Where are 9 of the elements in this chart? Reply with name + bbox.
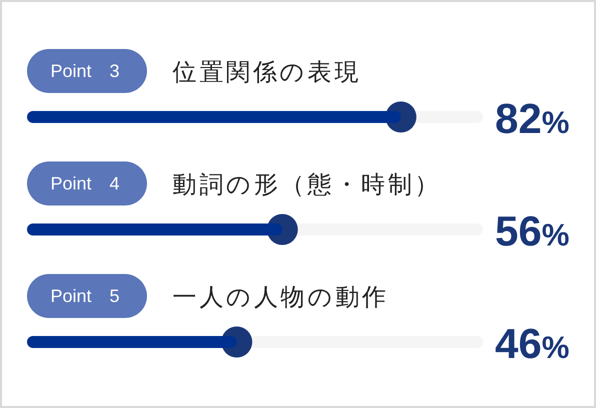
annotation: Point 5 [50, 286, 120, 306]
annotation: Point 4 [50, 174, 120, 194]
y-tick-label: 一人の人物の動作 [172, 283, 389, 311]
y-tick-label: 位置関係の表現 [172, 58, 362, 86]
y-tick-label: 動詞の形（態・時制） [172, 170, 442, 198]
annotation: Point 3 [50, 61, 120, 81]
data-label: 82% [495, 95, 570, 142]
data-label: 46% [495, 320, 570, 367]
data-label: 56% [495, 208, 570, 254]
